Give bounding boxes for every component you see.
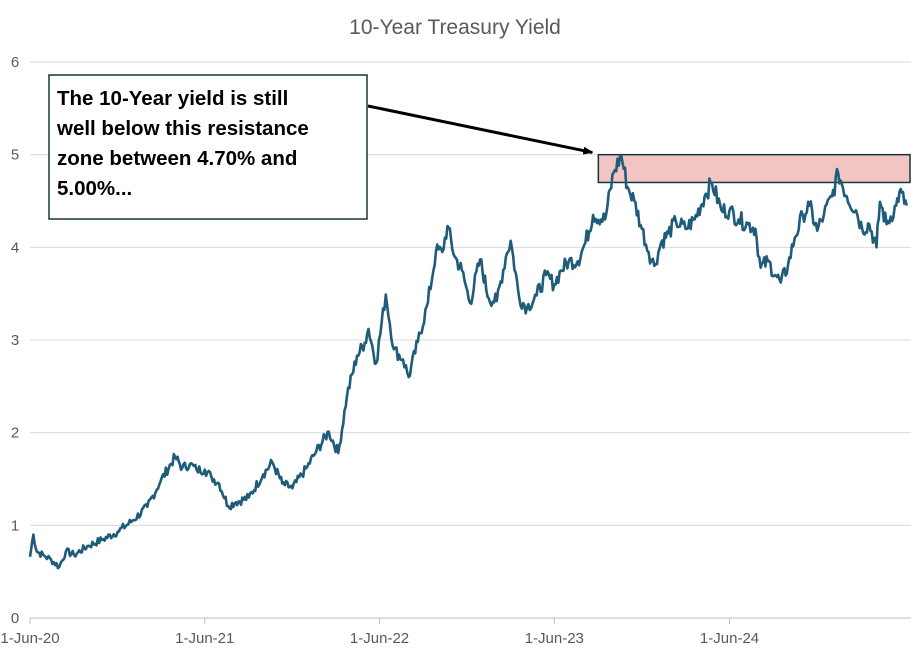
callout-arrow: [367, 104, 594, 155]
y-tick-label: 0: [11, 610, 19, 627]
y-tick-label: 5: [11, 147, 19, 164]
x-tick-label: 1-Jun-21: [175, 630, 234, 647]
callout-box: [48, 74, 368, 220]
x-tick-label: 1-Jun-24: [700, 630, 759, 647]
callout-annotation: The 10-Year yield is still well below thi…: [48, 74, 594, 220]
y-tick-label: 4: [11, 239, 19, 256]
resistance-zone: [597, 153, 911, 184]
x-tick-label: 1-Jun-22: [350, 630, 409, 647]
resistance-zone-layer: [597, 153, 911, 184]
y-tick-label: 3: [11, 332, 19, 349]
y-axis-ticks: 0 1 2 3 4 5 6: [11, 54, 19, 627]
chart-title: 10-Year Treasury Yield: [349, 16, 561, 39]
yield-series-line: [28, 154, 908, 570]
y-tick-label: 1: [11, 517, 19, 534]
x-tick-label: 1-Jun-23: [525, 630, 584, 647]
y-tick-label: 2: [11, 425, 19, 442]
y-tick-label: 6: [11, 54, 19, 71]
x-tick-label: 1-Jun-20: [0, 630, 59, 647]
callout-text-line: The 10-Year yield is still: [57, 87, 288, 110]
callout-text-line: well below this resistance: [56, 117, 309, 140]
callout-text-line: 5.00%...: [57, 177, 132, 200]
callout-text-line: zone between 4.70% and: [57, 147, 297, 170]
x-axis-ticks: 1-Jun-20 1-Jun-21 1-Jun-22 1-Jun-23 1-Jun-24: [0, 618, 759, 647]
series-layer: [28, 154, 908, 570]
